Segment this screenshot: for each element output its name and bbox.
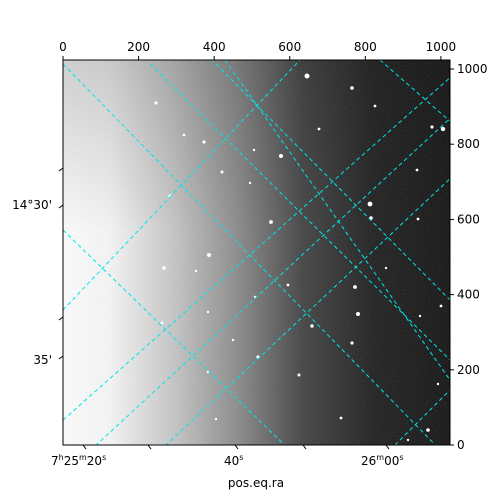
star-33 [231, 338, 235, 342]
star-38 [339, 416, 343, 420]
right-tick-label-5: 1000 [457, 62, 488, 76]
star-0 [304, 73, 310, 79]
star-21 [384, 266, 388, 270]
grid-line-6 [165, 178, 450, 445]
star-9 [279, 154, 283, 158]
sky-image [63, 60, 450, 445]
grid-line-11 [394, 389, 450, 445]
star-4 [430, 125, 434, 129]
grid-line-2 [63, 229, 286, 445]
star-37 [436, 382, 440, 386]
ra-axis: 7h25m20s 40s 26m00s pos.eq.ra [51, 444, 404, 490]
right-tick-label-4: 800 [457, 137, 480, 151]
top-tick-label-0: 0 [59, 40, 67, 54]
grid-line-10 [379, 60, 450, 122]
star-13 [248, 181, 252, 185]
x-axis-label: pos.eq.ra [228, 476, 284, 490]
star-12 [220, 170, 224, 174]
plot-frame [62, 59, 451, 446]
grid-line-7 [224, 60, 450, 381]
star-5 [440, 126, 446, 132]
ra-tick-label-2: 40s [224, 453, 243, 468]
top-tick-label-3: 600 [278, 40, 301, 54]
right-tick-label-2: 400 [457, 288, 480, 302]
star-39 [426, 428, 430, 432]
star-20 [162, 266, 166, 270]
star-17 [269, 220, 273, 224]
star-41 [214, 417, 218, 421]
ra-tick-label-3: 26m00s [361, 453, 404, 468]
star-36 [206, 370, 210, 374]
grid-line-8 [95, 117, 450, 445]
top-pixel-axis: 0 200 400 600 800 1000 [59, 40, 456, 60]
right-pixel-axis: 0 200 400 600 800 1000 [450, 62, 488, 452]
top-tick-label-1: 200 [127, 40, 150, 54]
star-8 [182, 133, 186, 137]
star-24 [353, 285, 357, 289]
star-15 [367, 201, 373, 207]
star-27 [356, 312, 360, 316]
grid-line-0 [63, 63, 437, 445]
top-tick-label-2: 400 [203, 40, 226, 54]
star-26 [206, 310, 210, 314]
star-40 [406, 438, 410, 442]
ra-tick-mark [82, 444, 390, 450]
star-29 [439, 304, 443, 308]
star-32 [350, 341, 354, 345]
star-19 [207, 253, 211, 257]
grid-line-4 [63, 60, 301, 311]
star-3 [373, 104, 377, 108]
top-tick-label-4: 800 [354, 40, 377, 54]
star-31 [310, 324, 314, 328]
dec-tick-label-1: 14°30' [12, 198, 52, 212]
dec-tick-mark [58, 167, 64, 360]
right-tick-label-3: 600 [457, 212, 480, 226]
dec-tick-label-2: 35' [33, 353, 52, 367]
star-30 [160, 321, 164, 325]
star-11 [415, 168, 419, 172]
star-23 [286, 283, 290, 287]
grid-line-3 [149, 63, 450, 361]
right-tick-label-1: 200 [457, 363, 480, 377]
star-6 [317, 127, 321, 131]
star-2 [154, 101, 158, 105]
ra-tick-label-1: 7h25m20s [51, 453, 106, 468]
star-28 [418, 314, 422, 318]
dec-axis: 14°30' 35' [12, 167, 64, 367]
star-7 [202, 140, 206, 144]
coordinate-grid [63, 60, 450, 445]
star-10 [252, 148, 256, 152]
star-1 [350, 86, 354, 90]
star-35 [297, 373, 301, 377]
right-tick-label-0: 0 [457, 438, 465, 452]
grid-line-9 [63, 60, 64, 61]
stars-layer [154, 73, 446, 442]
star-18 [416, 217, 420, 221]
star-22 [194, 269, 198, 273]
grid-line-1 [211, 60, 450, 301]
top-tick-label-5: 1000 [426, 40, 457, 54]
